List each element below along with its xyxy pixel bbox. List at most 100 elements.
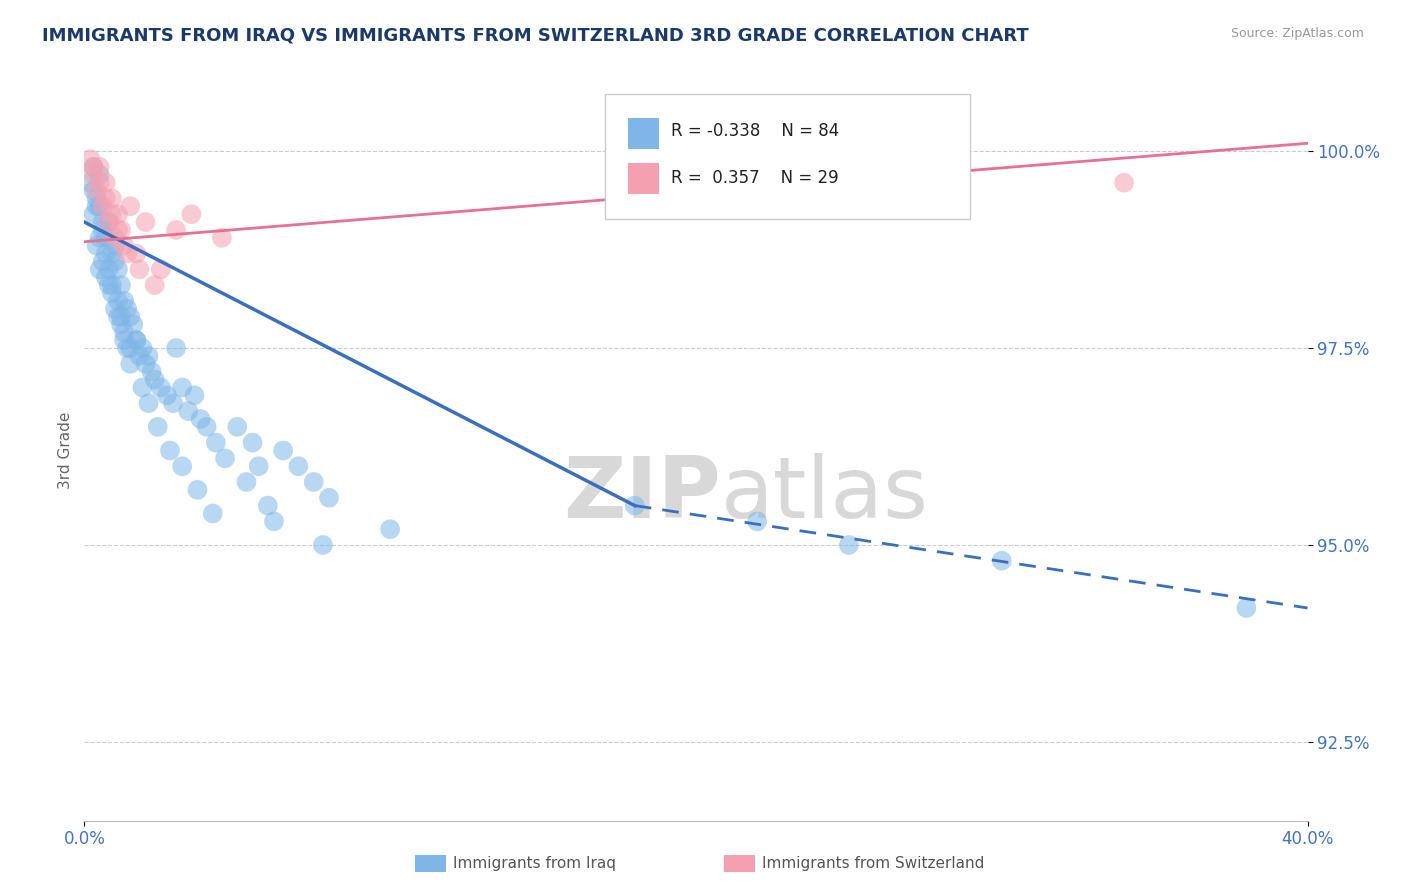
Point bbox=[104, 301, 127, 316]
Point bbox=[125, 333, 148, 347]
Point bbox=[94, 191, 117, 205]
Point bbox=[205, 435, 228, 450]
Point bbox=[135, 357, 157, 371]
Point bbox=[312, 538, 335, 552]
Point bbox=[135, 215, 157, 229]
Point bbox=[201, 507, 224, 521]
Point bbox=[97, 215, 120, 229]
Point bbox=[159, 443, 181, 458]
Point bbox=[1114, 176, 1136, 190]
Point bbox=[104, 254, 127, 268]
Point bbox=[624, 499, 647, 513]
Point bbox=[91, 254, 114, 268]
Point bbox=[89, 231, 111, 245]
Point bbox=[97, 262, 120, 277]
Text: ZIP: ZIP bbox=[562, 453, 720, 536]
Point bbox=[94, 246, 117, 260]
Point bbox=[141, 365, 163, 379]
Point bbox=[190, 412, 212, 426]
Point bbox=[318, 491, 340, 505]
Point bbox=[91, 215, 114, 229]
Point bbox=[107, 223, 129, 237]
Point bbox=[107, 207, 129, 221]
Point bbox=[120, 199, 142, 213]
Point bbox=[83, 207, 105, 221]
Point bbox=[110, 310, 132, 324]
Point bbox=[149, 262, 172, 277]
Point bbox=[112, 293, 135, 308]
Point bbox=[97, 215, 120, 229]
Point bbox=[104, 231, 127, 245]
Point bbox=[165, 223, 187, 237]
Text: R = -0.338    N = 84: R = -0.338 N = 84 bbox=[671, 122, 839, 140]
Point bbox=[101, 278, 124, 293]
Point bbox=[271, 443, 294, 458]
Point bbox=[120, 357, 142, 371]
Point bbox=[94, 176, 117, 190]
Point bbox=[83, 184, 105, 198]
Point bbox=[302, 475, 325, 489]
Point bbox=[104, 238, 127, 252]
Point bbox=[107, 262, 129, 277]
Point bbox=[156, 388, 179, 402]
Point bbox=[898, 184, 921, 198]
Point bbox=[120, 310, 142, 324]
Text: atlas: atlas bbox=[720, 453, 928, 536]
Point bbox=[211, 231, 233, 245]
Point bbox=[112, 333, 135, 347]
Point bbox=[172, 380, 194, 394]
Point bbox=[214, 451, 236, 466]
Point bbox=[89, 176, 111, 190]
Point bbox=[186, 483, 208, 497]
Point bbox=[380, 522, 402, 536]
Point bbox=[149, 380, 172, 394]
Point bbox=[172, 459, 194, 474]
Point bbox=[79, 152, 101, 166]
Point bbox=[86, 238, 108, 252]
Point bbox=[110, 318, 132, 332]
Text: Immigrants from Iraq: Immigrants from Iraq bbox=[453, 856, 616, 871]
Point bbox=[125, 333, 148, 347]
Point bbox=[91, 199, 114, 213]
Point bbox=[146, 420, 169, 434]
Point bbox=[101, 246, 124, 260]
Point bbox=[83, 160, 105, 174]
Point bbox=[101, 207, 124, 221]
Point bbox=[97, 278, 120, 293]
Point bbox=[165, 341, 187, 355]
Point bbox=[112, 326, 135, 340]
Point bbox=[110, 223, 132, 237]
Point bbox=[177, 404, 200, 418]
Point bbox=[115, 301, 138, 316]
Point bbox=[131, 341, 153, 355]
Point bbox=[183, 388, 205, 402]
Point bbox=[89, 160, 111, 174]
Point bbox=[79, 176, 101, 190]
Text: Immigrants from Switzerland: Immigrants from Switzerland bbox=[762, 856, 984, 871]
Point bbox=[143, 278, 166, 293]
Point bbox=[747, 514, 769, 528]
Point bbox=[115, 246, 138, 260]
Point bbox=[86, 199, 108, 213]
Point bbox=[263, 514, 285, 528]
Point bbox=[89, 262, 111, 277]
Point bbox=[195, 420, 218, 434]
Point bbox=[83, 168, 105, 182]
Point bbox=[89, 199, 111, 213]
Point bbox=[110, 278, 132, 293]
Point bbox=[138, 349, 160, 363]
Point bbox=[128, 349, 150, 363]
Point bbox=[120, 341, 142, 355]
Point bbox=[112, 238, 135, 252]
Y-axis label: 3rd Grade: 3rd Grade bbox=[58, 412, 73, 489]
Point bbox=[115, 341, 138, 355]
Point bbox=[838, 538, 860, 552]
Point bbox=[180, 207, 202, 221]
Text: Source: ZipAtlas.com: Source: ZipAtlas.com bbox=[1230, 27, 1364, 40]
Point bbox=[94, 231, 117, 245]
Point bbox=[143, 373, 166, 387]
Point bbox=[128, 262, 150, 277]
Point bbox=[162, 396, 184, 410]
Point bbox=[83, 160, 105, 174]
Point bbox=[101, 285, 124, 300]
